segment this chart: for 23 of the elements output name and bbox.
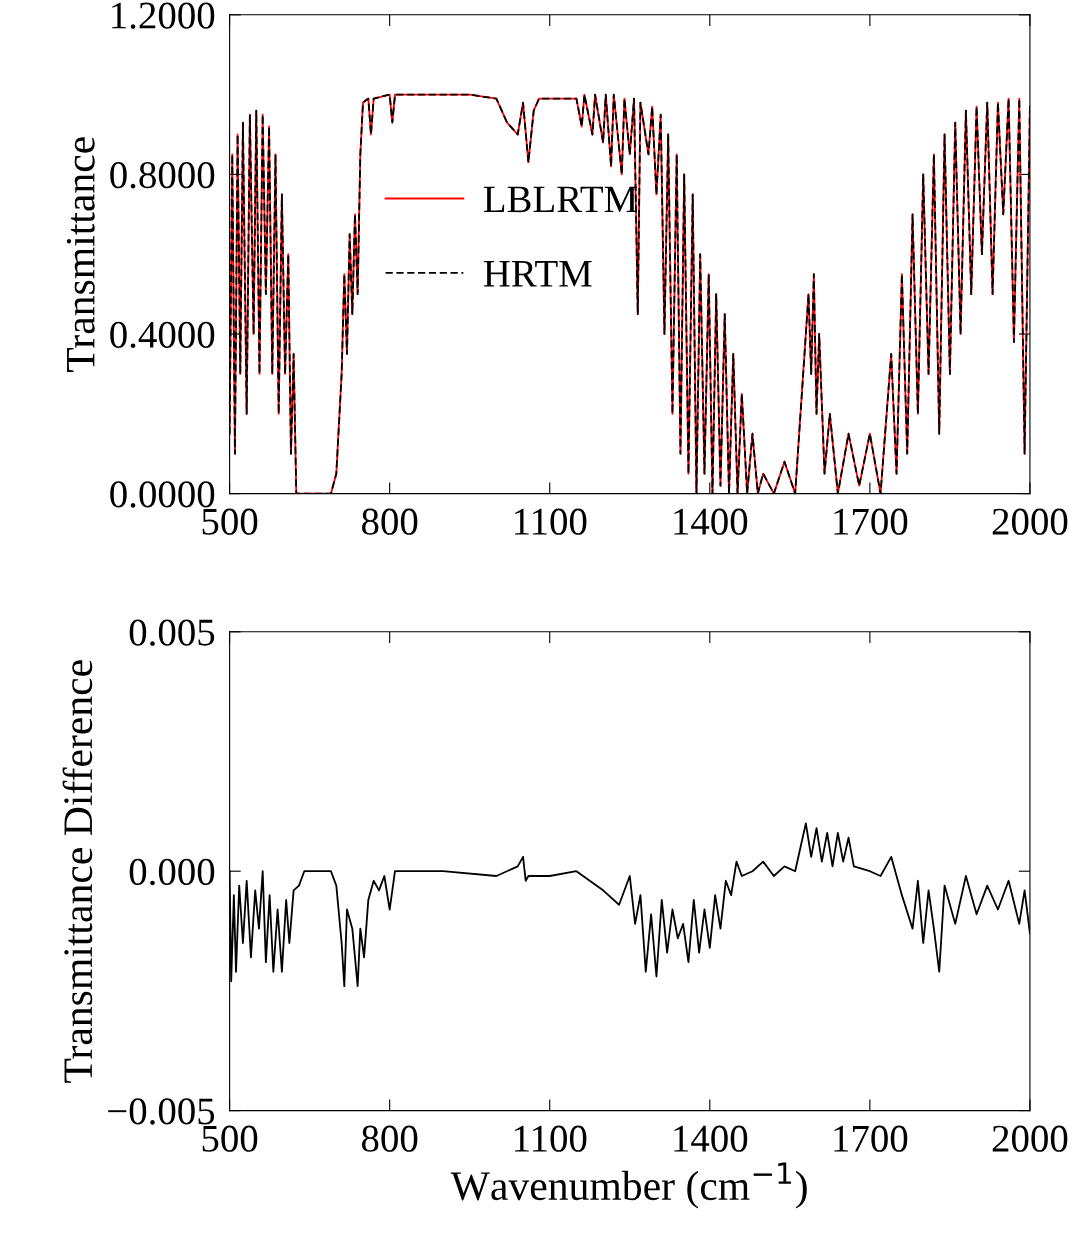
- x-tick-label: 800: [361, 508, 418, 535]
- x-tick-label: 1700: [834, 1125, 908, 1152]
- x-tick-label: 1100: [514, 508, 587, 535]
- x-tick-label: 1700: [834, 508, 908, 535]
- x-tick-label: 500: [202, 1125, 258, 1152]
- y-tick-label: 0.8000: [110, 162, 215, 189]
- y-tick-label: 1.2000: [112, 2, 215, 29]
- x-tick-label: 800: [361, 1125, 418, 1152]
- legend-label: HRTM: [483, 261, 592, 287]
- y-axis-title: Transmittance Difference: [62, 660, 93, 1083]
- y-tick-label: 0.0000: [110, 481, 215, 508]
- x-tick-label: 2000: [992, 1125, 1068, 1152]
- x-tick-label: 1400: [674, 508, 748, 535]
- x-tick-label: 2000: [992, 508, 1068, 535]
- y-tick-label: 0.005: [129, 619, 215, 646]
- x-tick-label: 500: [202, 508, 258, 535]
- x-axis-title: Wavenumber (cm$^{−1}$): [450, 1162, 807, 1209]
- y-tick-label: −0.005: [108, 1098, 215, 1125]
- x-tick-label: 1100: [514, 1125, 587, 1152]
- y-axis-title: Transmittance: [66, 137, 95, 372]
- y-tick-label: 0.4000: [110, 321, 215, 349]
- y-tick-label: 0.000: [129, 858, 215, 886]
- x-tick-label: 1400: [674, 1125, 748, 1152]
